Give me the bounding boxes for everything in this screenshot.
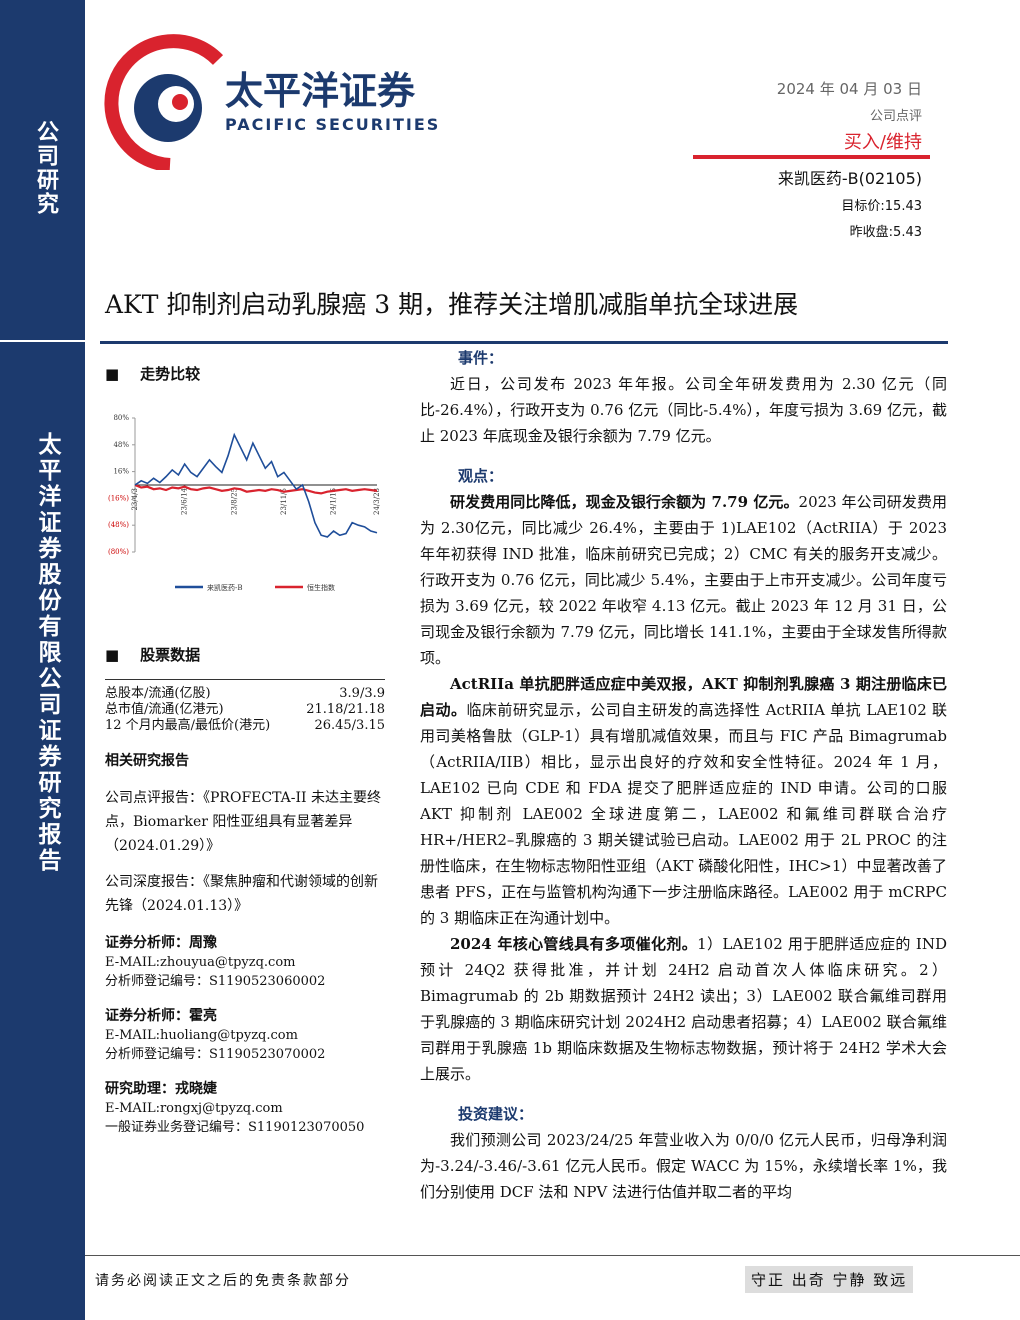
y-tick-label: 80% xyxy=(113,414,129,422)
rating-rule xyxy=(693,155,930,159)
related-item: 公司点评报告：《PROFECTA-II 未达主要终点，Biomarker 阳性亚… xyxy=(105,790,382,854)
analyst-reg: 一般证券业务登记编号：S1190123070050 xyxy=(105,1120,365,1135)
analyst-email: E-MAIL:huoliang@tpyzq.com xyxy=(105,1028,298,1043)
stock-heading-row: ■ 股票数据 xyxy=(105,646,201,664)
report-type: 公司点评 xyxy=(869,109,922,124)
motto: 守正 出奇 宁静 致远 xyxy=(745,1266,914,1293)
paragraph-text: 2023 年公司研发费用为 2.30亿元，同比减少 26.4%，主要由于 1)L… xyxy=(420,493,947,667)
legend-label: 来凯医药-B xyxy=(207,583,243,592)
stock-label: 总市值/流通(亿港元) xyxy=(105,702,224,717)
trend-heading-row: ■ 走势比较 xyxy=(105,365,201,383)
logo-dot xyxy=(172,94,188,110)
paragraph-lead: ActRIIa 单抗肥胖适应症中美双报，AKT 抑制剂乳腺癌 3 期注册临床已启… xyxy=(420,675,947,719)
title-rule xyxy=(100,341,948,344)
disclaimer: 请务必阅读正文之后的免责条款部分 xyxy=(95,1273,351,1289)
analyst-title: 证券分析师：霍亮 xyxy=(105,1008,217,1024)
last-close: 昨收盘:5.43 xyxy=(849,225,922,240)
y-tick-label: (16%) xyxy=(108,494,129,502)
paragraph: 近日，公司发布 2023 年年报。公司全年研发费用为 2.30 亿元（同比-26… xyxy=(420,371,947,449)
spacer xyxy=(420,1087,947,1101)
stock-name: 来凯医药-B(02105) xyxy=(777,169,922,188)
target-price: 目标价:15.43 xyxy=(841,199,922,214)
paragraph: ActRIIa 单抗肥胖适应症中美双报，AKT 抑制剂乳腺癌 3 期注册临床已启… xyxy=(420,671,947,931)
sidebar-category: 公司研究 xyxy=(33,120,59,216)
y-tick-label: (80%) xyxy=(108,548,129,556)
related-item: 公司深度报告：《聚焦肿瘤和代谢领域的创新先锋（2024.01.13）》 xyxy=(105,874,378,914)
series-line xyxy=(134,483,378,495)
paragraph: 2024 年核心管线具有多项催化剂。1）LAE102 用于肥胖适应症的 IND … xyxy=(420,931,947,1087)
section-heading: 投资建议： xyxy=(458,1105,534,1123)
stock-value: 21.18/21.18 xyxy=(306,702,385,717)
trend-chart: 80% 48% 16% (16%) (48%) (80%) 23/4/3 23/6/14 23/… xyxy=(108,414,381,592)
x-tick-label: 24/1/16 xyxy=(330,487,338,515)
x-tick-label: 23/11/5 xyxy=(280,488,288,515)
paragraph-lead: 2024 年核心管线具有多项催化剂。 xyxy=(450,935,698,953)
y-tick-label: 16% xyxy=(113,468,129,476)
sidebar-divider xyxy=(0,340,85,342)
paragraph-text: 临床前研究显示，公司自主研发的高选择性 ActRIIA 单抗 LAE102 联用… xyxy=(420,701,947,927)
analyst-title: 证券分析师：周豫 xyxy=(105,935,217,951)
body: 事件： 近日，公司发布 2023 年年报。公司全年研发费用为 2.30 亿元（同比… xyxy=(420,345,947,1215)
analyst-reg: 分析师登记编号：S1190523070002 xyxy=(105,1047,326,1062)
analyst: 研究助理：戎晓婕 E-MAIL:rongxj@tpyzq.com 一般证券业务登记编… xyxy=(105,1080,385,1137)
stock-row: 总股本/流通(亿股) 3.9/3.9 xyxy=(105,686,385,702)
stock-heading: 股票数据 xyxy=(140,646,201,664)
legend-label: 恒生指数 xyxy=(307,583,335,592)
logo-cn: 太平洋证券 xyxy=(225,69,416,113)
rating: 买入/维持 xyxy=(843,132,922,153)
stock-value: 3.9/3.9 xyxy=(339,686,385,701)
stock-row: 12 个月内最高/最低价(港元) 26.45/3.15 xyxy=(105,718,385,734)
paragraph-text: 近日，公司发布 2023 年年报。公司全年研发费用为 2.30 亿元（同比-26… xyxy=(420,375,947,445)
stock-value: 26.45/3.15 xyxy=(314,718,385,733)
y-tick-label: (48%) xyxy=(108,521,129,529)
analyst-email: E-MAIL:zhouyua@tpyzq.com xyxy=(105,955,296,970)
analyst-list: 证券分析师：周豫 E-MAIL:zhouyua@tpyzq.com 分析师登记编号：… xyxy=(105,934,385,1137)
x-tick-label: 23/4/3 xyxy=(131,488,139,511)
stock-label: 12 个月内最高/最低价(港元) xyxy=(105,718,271,733)
spacer xyxy=(420,449,947,463)
x-tick-label: 23/6/14 xyxy=(181,487,189,515)
analyst-email: E-MAIL:rongxj@tpyzq.com xyxy=(105,1101,283,1116)
related-heading: 相关研究报告 xyxy=(105,753,189,769)
y-tick-label: 48% xyxy=(113,441,129,449)
paragraph-lead: 研发费用同比降低，现金及银行余额为 7.79 亿元。 xyxy=(450,493,799,511)
analyst: 证券分析师：霍亮 E-MAIL:huoliang@tpyzq.com 分析师登记编号… xyxy=(105,1007,385,1064)
left-column: ■ 走势比较 80% 48% 16% (16%) (48%) (80%) 23/4/3 23/… xyxy=(105,355,385,1137)
logo-en: PACIFIC SECURITIES xyxy=(225,115,440,134)
paragraph-text: 1）LAE102 用于肥胖适应症的 IND 预计 24Q2 获得批准，并计划 2… xyxy=(420,935,947,1083)
logo-arc xyxy=(104,34,224,170)
trend-heading: 走势比较 xyxy=(140,365,201,383)
section-heading: 观点： xyxy=(458,467,504,485)
report-title: AKT 抑制剂启动乳腺癌 3 期，推荐关注增肌减脂单抗全球进展 xyxy=(105,290,799,319)
paragraph: 我们预测公司 2023/24/25 年营业收入为 0/0/0 亿元人民币，归母净… xyxy=(420,1127,947,1205)
paragraph-text: 我们预测公司 2023/24/25 年营业收入为 0/0/0 亿元人民币，归母净… xyxy=(420,1131,947,1201)
stock-label: 总股本/流通(亿股) xyxy=(105,686,211,701)
stock-row: 总市值/流通(亿港元) 21.18/21.18 xyxy=(105,702,385,718)
analyst: 证券分析师：周豫 E-MAIL:zhouyua@tpyzq.com 分析师登记编号：… xyxy=(105,934,385,991)
logo: 太平洋证券 PACIFIC SECURITIES xyxy=(104,34,440,170)
footer-rule xyxy=(85,1255,1020,1256)
sidebar-org: 太平洋证券股份有限公司证券研究报告 xyxy=(34,432,61,874)
section-heading: 事件： xyxy=(458,349,504,367)
x-tick-label: 23/8/25 xyxy=(230,488,238,515)
paragraph: 研发费用同比降低，现金及银行余额为 7.79 亿元。2023 年公司研发费用为 … xyxy=(420,489,947,671)
x-tick-label: 24/3/28 xyxy=(373,488,381,515)
sidebar: 公司研究 太平洋证券股份有限公司证券研究报告 xyxy=(0,0,85,1320)
related-list: 公司点评报告：《PROFECTA-II 未达主要终点，Biomarker 阳性亚… xyxy=(105,786,385,918)
analyst-reg: 分析师登记编号：S1190523060002 xyxy=(105,974,326,989)
analyst-title: 研究助理：戎晓婕 xyxy=(105,1081,217,1097)
report-date: 2024 年 04 月 03 日 xyxy=(776,80,922,98)
stock-table: 总股本/流通(亿股) 3.9/3.9 总市值/流通(亿港元) 21.18/21.18 1… xyxy=(105,679,385,734)
series-line xyxy=(134,432,378,538)
